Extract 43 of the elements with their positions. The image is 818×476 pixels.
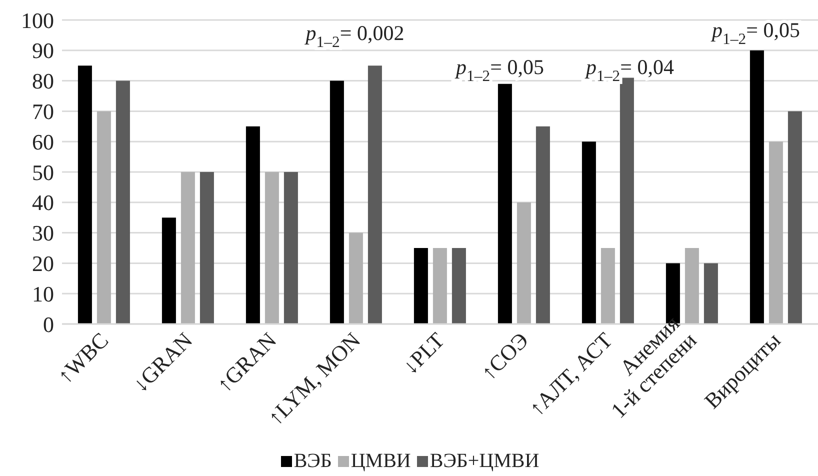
y-tick-label: 0 [43,312,54,337]
bar [284,172,298,324]
legend-label: ВЭБ [292,450,332,472]
y-tick-label: 60 [32,129,54,154]
bar [368,66,382,324]
bar [768,142,783,324]
bar [788,111,802,324]
bar [516,202,531,324]
bar [200,172,214,324]
bar [330,80,344,324]
y-tick-label: 50 [32,160,54,185]
bar [96,111,111,324]
legend-label: ВЭБ+ЦМВИ [428,450,540,472]
bar [452,248,466,324]
annotation: p$_{1–2}$= 0,04 [584,54,674,86]
legend-label: ЦМВИ [350,450,411,472]
bar [414,248,428,324]
bar [684,248,699,324]
y-tick-label: 20 [32,251,54,276]
bar [264,172,279,324]
bar [536,126,550,324]
bar [750,50,764,324]
bar [162,218,176,324]
bar [116,80,130,324]
y-tick-label: 70 [32,99,54,124]
y-tick-label: 90 [32,38,54,64]
bar [78,66,92,324]
bar [432,248,447,324]
annotation: p$_{1–2}$= 0,05 [710,18,800,48]
y-tick-label: 80 [32,68,54,94]
bar [348,232,363,324]
annotation: p$_{1–2}$= 0,05 [454,54,544,86]
bar [180,172,195,324]
y-tick-label: 30 [32,220,54,246]
bar [704,263,718,324]
bar [246,126,260,324]
y-tick-label: 40 [32,190,54,216]
bar [582,142,596,324]
y-tick-label: 10 [32,281,54,306]
bar [498,84,512,324]
annotation: p$_{1–2}$= 0,002 [304,20,404,52]
y-tick-label: 100 [21,8,54,33]
bar [600,248,615,324]
